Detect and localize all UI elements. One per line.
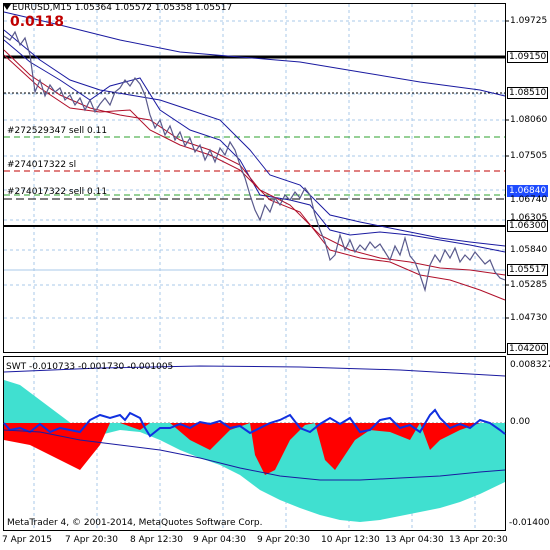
order-sl-label[interactable]: #274017322 sl bbox=[7, 160, 77, 170]
time-label: 7 Apr 2015 bbox=[2, 535, 52, 545]
time-label: 13 Apr 20:30 bbox=[449, 535, 508, 545]
copyright-text: MetaTrader 4, © 2001-2014, MetaQuotes So… bbox=[7, 518, 263, 528]
time-label: 10 Apr 12:30 bbox=[321, 535, 380, 545]
ma-slow-blue bbox=[3, 11, 506, 97]
indicator-upper-band bbox=[3, 365, 506, 377]
price-line bbox=[3, 30, 506, 293]
ma-red bbox=[3, 54, 506, 301]
indicator-red-area bbox=[4, 423, 505, 475]
indicator-panel-frame bbox=[3, 356, 506, 531]
time-label: 8 Apr 12:30 bbox=[130, 535, 183, 545]
indicator-blue-line bbox=[3, 408, 506, 438]
time-label: 9 Apr 20:30 bbox=[257, 535, 310, 545]
profit-display: 0.0118 bbox=[10, 14, 65, 30]
price-label-order: 1.06840 bbox=[507, 185, 549, 197]
price-label: 1.04730 bbox=[510, 313, 548, 323]
price-label-level: 1.08510 bbox=[507, 87, 549, 99]
main-panel-frame bbox=[3, 3, 506, 353]
order-label[interactable]: #274017322 sell 0.11 bbox=[7, 187, 108, 197]
price-label-resistance: 1.09150 bbox=[507, 51, 549, 63]
ohlc-values: 1.05364 1.05572 1.05358 1.05517 bbox=[74, 3, 233, 13]
main-grid bbox=[4, 4, 505, 352]
dropdown-arrow-icon[interactable] bbox=[3, 4, 11, 10]
price-axis-ticks bbox=[505, 20, 509, 319]
time-label: 13 Apr 04:30 bbox=[385, 535, 444, 545]
price-label: 1.08060 bbox=[510, 115, 548, 125]
price-label: 1.09725 bbox=[510, 16, 548, 26]
chart-title: EURUSD,M15 1.05364 1.05572 1.05358 1.055… bbox=[12, 3, 232, 14]
order-label[interactable]: #272529347 sell 0.11 bbox=[7, 126, 108, 136]
price-label-bid: 1.05517 bbox=[507, 264, 549, 276]
indicator-zero-label: 0.00 bbox=[510, 417, 531, 427]
price-label: 1.06305 bbox=[510, 213, 548, 223]
ma-blue-channel bbox=[3, 39, 506, 253]
price-label: 1.07505 bbox=[510, 151, 548, 161]
indicator-min-label: -0.014008 bbox=[509, 518, 550, 528]
price-label: 1.06740 bbox=[510, 195, 548, 205]
price-label-bottom: 1.04200 bbox=[507, 343, 549, 355]
price-label-support: 1.06300 bbox=[507, 220, 549, 232]
indicator-lower-band bbox=[3, 429, 506, 481]
ma-blue-upper bbox=[3, 29, 506, 247]
symbol-label: EURUSD,M15 bbox=[12, 3, 72, 13]
price-label: 1.05285 bbox=[510, 280, 548, 290]
indicator-max-label: 0.008327 bbox=[510, 360, 550, 370]
time-label: 7 Apr 20:30 bbox=[65, 535, 118, 545]
indicator-title: SWT -0.010733 -0.001730 -0.001005 bbox=[6, 362, 174, 372]
price-label: 1.05840 bbox=[510, 245, 548, 255]
time-label: 9 Apr 04:30 bbox=[193, 535, 246, 545]
